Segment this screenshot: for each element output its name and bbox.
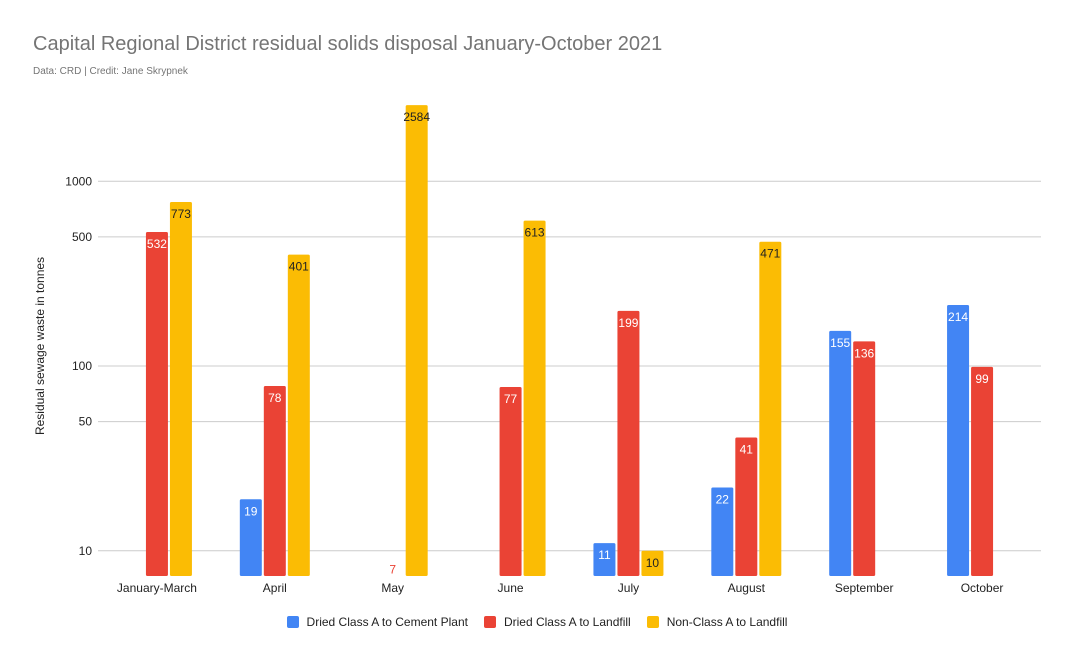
- data-label: 78: [268, 391, 282, 405]
- x-tick-label: April: [263, 581, 287, 595]
- bars: [145, 105, 994, 577]
- bar: [287, 254, 310, 576]
- y-tick-label: 500: [72, 230, 92, 244]
- x-tick-label: May: [381, 581, 404, 595]
- data-label: 22: [716, 493, 730, 507]
- data-label: 11: [598, 548, 611, 562]
- x-tick-label: October: [961, 581, 1004, 595]
- legend-item: Dried Class A to Cement Plant: [286, 615, 468, 629]
- data-label: 214: [948, 310, 968, 324]
- data-label: 773: [171, 207, 191, 221]
- x-tick-label: July: [618, 581, 639, 595]
- legend-label: Dried Class A to Landfill: [503, 615, 631, 629]
- bar: [971, 366, 994, 576]
- gridlines: [98, 180, 1041, 552]
- chart-subtitle: Data: CRD | Credit: Jane Skrypnek: [33, 66, 188, 77]
- x-tick-label: January-March: [117, 581, 197, 595]
- data-label: 136: [854, 346, 874, 360]
- y-tick-label: 50: [79, 415, 93, 429]
- bar: [641, 550, 664, 576]
- data-label: 613: [525, 226, 545, 240]
- x-axis-ticks: January-March April May June July August Septe…: [117, 581, 1003, 595]
- data-label: 155: [830, 336, 850, 350]
- legend-swatch: [483, 616, 496, 628]
- x-tick-label: August: [728, 581, 766, 595]
- legend-swatch: [286, 616, 299, 628]
- bar: [593, 543, 616, 576]
- bar: [499, 386, 522, 576]
- y-tick-label: 100: [72, 359, 92, 373]
- legend-item: Non-Class A to Landfill: [646, 615, 788, 629]
- data-label: 401: [289, 260, 309, 274]
- bar: [759, 241, 782, 576]
- x-tick-label: June: [498, 581, 524, 595]
- legend-label: Dried Class A to Cement Plant: [306, 615, 468, 629]
- legend-item: Dried Class A to Landfill: [483, 615, 631, 629]
- y-tick-label: 10: [79, 544, 93, 558]
- y-axis-ticks: 10 50 100 500 1000: [65, 174, 92, 557]
- bar: [829, 330, 852, 576]
- data-label: 199: [618, 316, 638, 330]
- bar: [617, 310, 640, 576]
- bar: [145, 231, 168, 576]
- data-label: 532: [147, 237, 167, 251]
- data-label: 10: [646, 556, 660, 570]
- data-label: 99: [975, 372, 989, 386]
- y-axis-title: Residual sewage waste in tonnes: [33, 257, 47, 435]
- bar: [711, 487, 734, 576]
- bar: [239, 499, 262, 576]
- data-label: 19: [244, 504, 258, 518]
- data-label: 77: [504, 392, 518, 406]
- data-label: 2584: [403, 110, 430, 124]
- legend-label: Non-Class A to Landfill: [666, 615, 788, 629]
- bar: [853, 341, 876, 576]
- data-labels: 532 773 19 78 401 7 2584 77 613 11 199 10 22 41 471 155…: [147, 110, 989, 576]
- x-tick-label: September: [835, 581, 894, 595]
- legend: Dried Class A to Cement Plant Dried Class…: [0, 615, 1074, 629]
- bar: [947, 304, 970, 576]
- bar: [523, 220, 546, 576]
- bar: [169, 201, 192, 577]
- bar: [263, 385, 286, 576]
- data-label: 7: [389, 562, 396, 576]
- data-label: 471: [760, 247, 780, 261]
- bar: [735, 437, 758, 576]
- chart-title: Capital Regional District residual solid…: [33, 33, 663, 55]
- y-tick-label: 1000: [65, 174, 92, 188]
- bar: [405, 105, 428, 576]
- data-label: 41: [740, 443, 754, 457]
- legend-swatch: [646, 616, 659, 628]
